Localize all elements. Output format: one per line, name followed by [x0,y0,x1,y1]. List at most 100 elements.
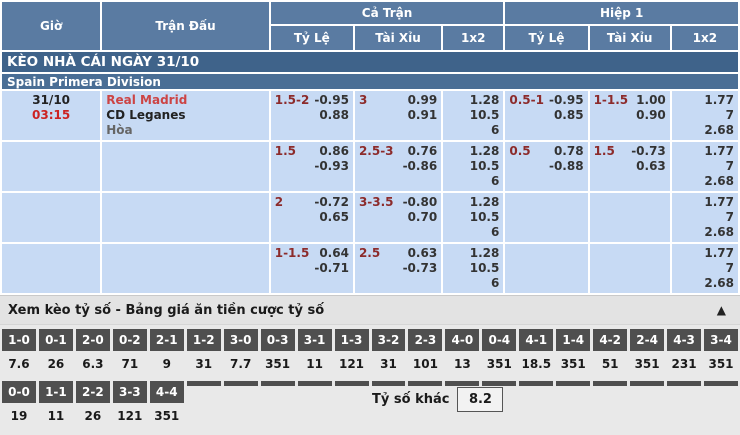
ft-handicap-cell[interactable]: 1-1.5 0.64 -0.71 [270,244,353,293]
odds-1[interactable]: 1.77 [704,246,734,260]
score-odds[interactable]: 26 [84,409,102,423]
odds-x[interactable]: 10.5 [469,261,500,275]
odds-value-bottom[interactable]: -0.86 [402,159,438,173]
odds-value-top[interactable]: 0.63 [407,246,438,260]
score-box[interactable]: 2-2 [75,381,110,403]
ft-overunder-cell[interactable]: 2.5 0.63 -0.73 [354,244,442,293]
ft-handicap-cell[interactable]: 2 -0.72 0.65 [270,193,353,242]
ft-overunder-cell[interactable]: 3-3.5 -0.80 0.70 [354,193,442,242]
score-odds[interactable]: 351 [486,357,512,371]
odds-1[interactable]: 1.28 [469,246,500,260]
odds-2[interactable]: 2.68 [704,123,734,137]
odds-x[interactable]: 10.5 [469,210,500,224]
score-odds[interactable]: 231 [671,357,697,371]
score-box[interactable]: 0-1 [38,329,73,351]
score-odds[interactable]: 351 [265,357,291,371]
score-box[interactable]: 4-4 [149,381,184,403]
odds-value-top[interactable]: 0.78 [553,144,584,158]
odds-1[interactable]: 1.28 [469,144,500,158]
ft-overunder-cell[interactable]: 2.5-3 0.76 -0.86 [354,142,442,191]
other-score-odds[interactable]: 8.2 [457,387,504,412]
odds-value-top[interactable]: -0.80 [402,195,438,209]
score-odds[interactable]: 6.3 [82,357,104,371]
score-odds[interactable]: 11 [47,409,65,423]
odds-value-bottom[interactable]: -0.93 [314,159,349,173]
odds-value-bottom[interactable]: -0.88 [548,159,584,173]
ft-handicap-cell[interactable]: 1.5-2 -0.95 0.88 [270,91,353,140]
odds-2[interactable]: 2.68 [704,276,734,290]
score-odds[interactable]: 71 [121,357,139,371]
odds-value-top[interactable]: 0.86 [319,144,349,158]
h1-handicap-cell[interactable]: 0.5-1 -0.95 0.85 [505,91,588,140]
score-box[interactable]: 2-0 [75,329,110,351]
score-odds[interactable]: 51 [601,357,619,371]
ft-1x2-cell[interactable]: 1.28 10.5 6 [443,193,504,242]
score-box[interactable]: 1-4 [556,329,591,351]
score-box[interactable]: 1-1 [38,381,73,403]
h1-1x2-cell[interactable]: 1.77 7 2.68 [671,91,738,140]
score-box[interactable]: 1-2 [186,329,221,351]
score-box[interactable]: 0-4 [482,329,517,351]
odds-value-bottom[interactable]: 0.91 [407,108,438,122]
odds-value-top[interactable]: 0.99 [407,93,438,107]
h1-handicap-cell[interactable]: 0.5 0.78 -0.88 [505,142,588,191]
score-odds[interactable]: 13 [454,357,471,371]
ft-overunder-cell[interactable]: 3 0.99 0.91 [354,91,442,140]
score-odds[interactable]: 26 [47,357,65,371]
odds-2[interactable]: 2.68 [704,174,734,188]
odds-2[interactable]: 6 [490,225,500,239]
odds-1[interactable]: 1.77 [704,195,734,209]
score-odds[interactable]: 9 [162,357,171,371]
odds-value-bottom[interactable]: 0.70 [407,210,438,224]
score-odds[interactable]: 121 [338,357,365,371]
score-box[interactable]: 2-3 [408,329,443,351]
score-odds[interactable]: 351 [560,357,586,371]
h1-1x2-cell[interactable]: 1.77 7 2.68 [671,142,738,191]
score-odds[interactable]: 18.5 [521,357,552,371]
score-box[interactable]: 3-0 [223,329,258,351]
odds-2[interactable]: 6 [490,123,500,137]
score-box[interactable]: 4-2 [593,329,628,351]
score-box[interactable]: 3-2 [371,329,406,351]
odds-value-top[interactable]: -0.72 [314,195,349,209]
score-odds[interactable]: 351 [708,357,734,371]
score-box[interactable]: 2-1 [149,329,184,351]
odds-value-top[interactable]: -0.95 [548,93,584,107]
away-team-name[interactable]: CD Leganes [106,108,186,122]
odds-value-bottom[interactable]: 0.65 [319,210,349,224]
score-box[interactable]: 1-3 [334,329,369,351]
collapse-arrow-icon[interactable]: ▲ [716,303,726,317]
score-box[interactable]: 0-0 [2,381,36,403]
odds-x[interactable]: 10.5 [469,108,500,122]
home-team-name[interactable]: Real Madrid [106,93,188,107]
odds-1[interactable]: 1.28 [469,195,500,209]
score-odds[interactable]: 351 [154,409,180,423]
odds-value-bottom[interactable]: -0.71 [314,261,349,275]
score-box[interactable]: 1-0 [2,329,36,351]
odds-value-bottom[interactable]: 0.85 [553,108,584,122]
score-odds[interactable]: 101 [412,357,438,371]
score-box[interactable]: 3-1 [297,329,332,351]
odds-1[interactable]: 1.28 [469,93,500,107]
score-odds[interactable]: 31 [380,357,397,371]
score-box[interactable]: 3-4 [704,329,738,351]
h1-1x2-cell[interactable]: 1.77 7 2.68 [671,244,738,293]
ft-1x2-cell[interactable]: 1.28 10.5 6 [443,142,504,191]
odds-x[interactable]: 7 [725,261,734,275]
odds-2[interactable]: 6 [490,276,500,290]
score-odds[interactable]: 7.6 [8,357,30,371]
odds-x[interactable]: 7 [725,159,734,173]
score-odds[interactable]: 31 [195,357,213,371]
odds-value-top[interactable]: -0.95 [314,93,349,107]
score-box[interactable]: 2-4 [630,329,665,351]
odds-x[interactable]: 7 [725,108,734,122]
score-odds[interactable]: 7.7 [230,357,252,371]
odds-2[interactable]: 2.68 [704,225,734,239]
odds-value-bottom[interactable]: 0.88 [319,108,349,122]
odds-value-bottom[interactable]: 0.63 [636,159,666,173]
score-box[interactable]: 4-1 [519,329,554,351]
h1-1x2-cell[interactable]: 1.77 7 2.68 [671,193,738,242]
ft-handicap-cell[interactable]: 1.5 0.86 -0.93 [270,142,353,191]
score-box[interactable]: 0-3 [260,329,295,351]
odds-x[interactable]: 10.5 [469,159,500,173]
